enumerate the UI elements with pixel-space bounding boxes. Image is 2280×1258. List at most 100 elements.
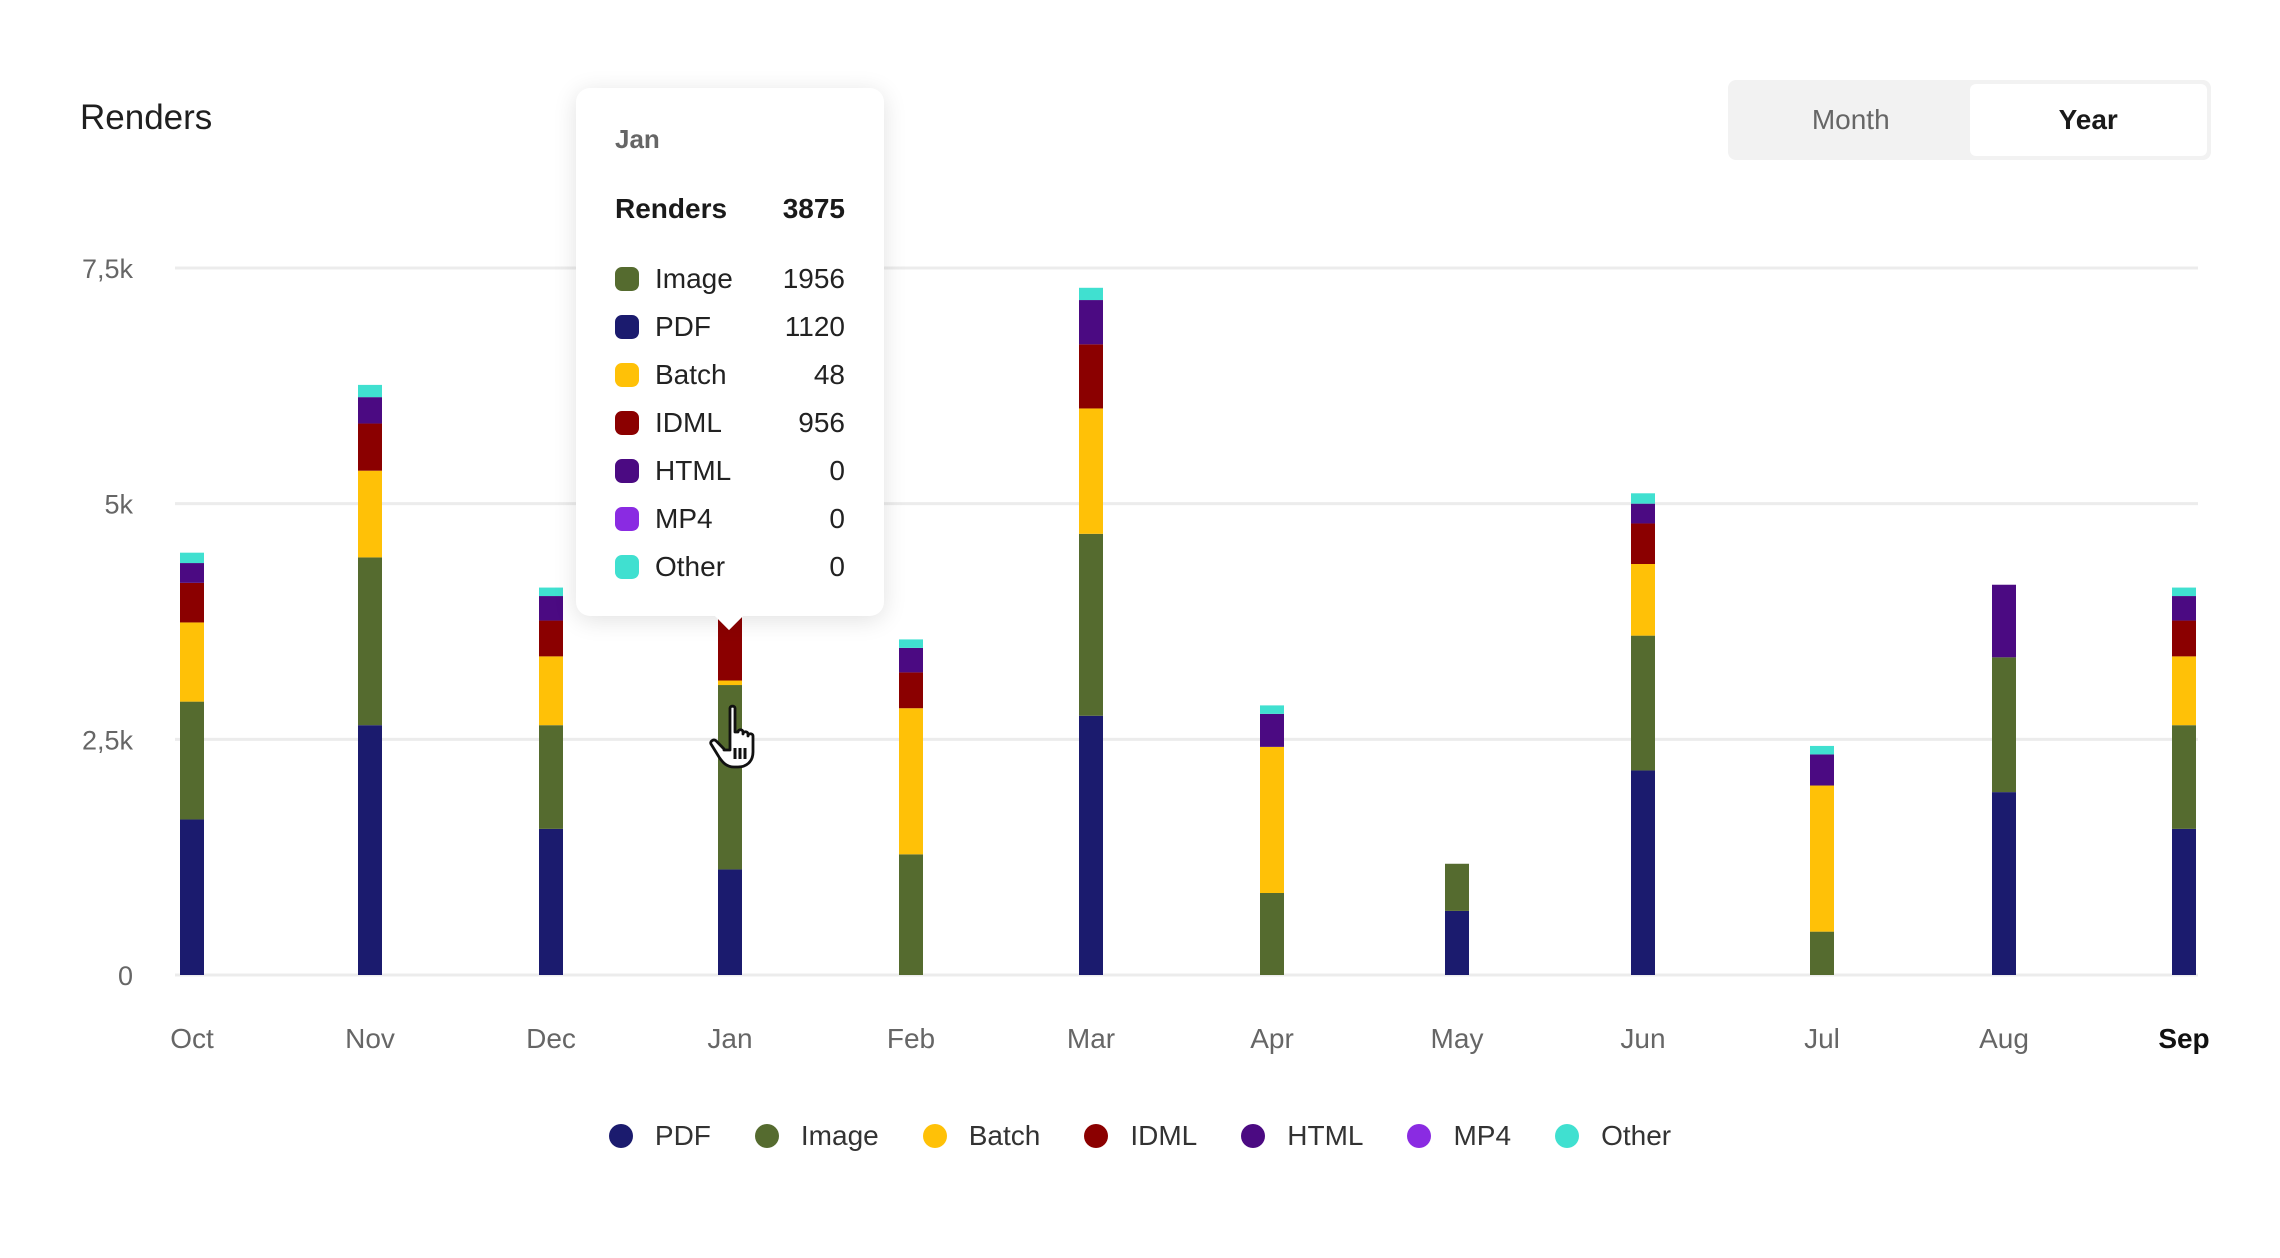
bar-segment-image-dec[interactable]	[539, 725, 563, 829]
tooltip-label-idml: IDML	[655, 407, 722, 438]
tooltip-swatch-image	[615, 267, 639, 291]
bar-stack-oct[interactable]	[180, 552, 204, 975]
bar-segment-idml-sep[interactable]	[2172, 620, 2196, 657]
bar-stack-jul[interactable]	[1810, 745, 1834, 975]
bar-segment-html-dec[interactable]	[539, 596, 563, 621]
bar-segment-batch-nov[interactable]	[358, 470, 382, 558]
legend-item-html[interactable]: HTML	[1241, 1120, 1363, 1152]
bar-segment-batch-feb[interactable]	[899, 708, 923, 855]
bar-segment-pdf-oct[interactable]	[180, 819, 204, 975]
bar-segment-html-feb[interactable]	[899, 647, 923, 673]
tooltip-swatch-html	[615, 459, 639, 483]
bar-segment-html-jul[interactable]	[1810, 754, 1834, 786]
tooltip-label-image: Image	[655, 263, 733, 294]
y-tick-label: 2,5k	[82, 725, 134, 755]
tooltip-label-mp4: MP4	[655, 503, 713, 534]
bar-segment-html-apr[interactable]	[1260, 713, 1284, 747]
bar-stack-jun[interactable]	[1631, 493, 1655, 975]
tooltip-label-html: HTML	[655, 455, 732, 486]
bar-segment-pdf-nov[interactable]	[358, 725, 382, 975]
bar-segment-other-nov[interactable]	[358, 384, 382, 398]
legend-item-batch[interactable]: Batch	[922, 1120, 1040, 1152]
bar-stack-nov[interactable]	[358, 384, 382, 975]
bar-segment-idml-nov[interactable]	[358, 423, 382, 471]
bar-segment-html-mar[interactable]	[1079, 300, 1103, 345]
bar-segment-batch-dec[interactable]	[539, 656, 563, 726]
bar-segment-other-apr[interactable]	[1260, 705, 1284, 714]
tooltip-row-pdf: PDF 1120	[615, 303, 845, 351]
bar-segment-html-oct[interactable]	[180, 563, 204, 583]
bar-segment-image-jul[interactable]	[1810, 931, 1834, 975]
bar-segment-image-may[interactable]	[1445, 863, 1469, 911]
bar-segment-idml-mar[interactable]	[1079, 344, 1103, 409]
bar-segment-other-oct[interactable]	[180, 552, 204, 564]
legend-item-mp4[interactable]: MP4	[1407, 1120, 1511, 1152]
bar-segment-image-apr[interactable]	[1260, 892, 1284, 975]
bar-segment-image-aug[interactable]	[1992, 657, 2016, 793]
tooltip-label-batch: Batch	[655, 359, 727, 390]
bar-segment-html-nov[interactable]	[358, 397, 382, 424]
bar-segment-html-sep[interactable]	[2172, 596, 2196, 621]
bar-segment-image-nov[interactable]	[358, 557, 382, 726]
bar-segment-batch-mar[interactable]	[1079, 408, 1103, 534]
bar-segment-batch-jan[interactable]	[718, 680, 742, 686]
bar-stack-mar[interactable]	[1079, 287, 1103, 975]
bar-segment-other-jun[interactable]	[1631, 493, 1655, 504]
bar-segment-idml-oct[interactable]	[180, 582, 204, 623]
legend-item-image[interactable]: Image	[754, 1120, 879, 1152]
bar-segment-pdf-sep[interactable]	[2172, 828, 2196, 975]
tooltip-total: Renders 3875	[615, 193, 845, 225]
bar-segment-pdf-mar[interactable]	[1079, 715, 1103, 975]
bar-stack-apr[interactable]	[1260, 705, 1284, 975]
bar-segment-other-feb[interactable]	[899, 639, 923, 648]
toggle-month[interactable]: Month	[1811, 104, 1890, 135]
legend-swatch-pdf	[608, 1124, 633, 1148]
tooltip-row-image: Image 1956	[615, 255, 845, 303]
y-tick-label: 5k	[104, 490, 133, 520]
bar-segment-image-feb[interactable]	[899, 854, 923, 975]
legend-item-pdf[interactable]: PDF	[608, 1120, 711, 1152]
toggle-year[interactable]: Year	[1969, 84, 2207, 156]
bar-segment-pdf-jan[interactable]	[718, 869, 742, 975]
bar-segment-batch-oct[interactable]	[180, 622, 204, 702]
bar-segment-image-jun[interactable]	[1631, 635, 1655, 771]
bar-segment-pdf-jun[interactable]	[1631, 770, 1655, 975]
tooltip-swatch-other	[615, 555, 639, 579]
hand-pointer-icon	[709, 704, 755, 769]
tooltip-row-batch: Batch 48	[615, 351, 845, 399]
bar-segment-other-mar[interactable]	[1079, 287, 1103, 301]
bar-segment-idml-feb[interactable]	[899, 672, 923, 709]
chart-legend: PDF Image Batch IDML HTML MP4 Other	[0, 1120, 2280, 1152]
bar-segment-batch-sep[interactable]	[2172, 656, 2196, 726]
bar-segment-other-dec[interactable]	[539, 587, 563, 597]
bar-segment-pdf-dec[interactable]	[539, 828, 563, 975]
bar-stack-sep[interactable]	[2172, 587, 2196, 975]
legend-item-idml[interactable]: IDML	[1084, 1120, 1197, 1152]
bar-segment-pdf-aug[interactable]	[1992, 792, 2016, 975]
bar-segment-html-jun[interactable]	[1631, 503, 1655, 524]
renders-bar-chart: 0 2,5k 5k 7,5k Oct Nov Dec Jan Feb Mar Apr May Jun Ju…	[82, 254, 2210, 1054]
bar-segment-image-mar[interactable]	[1079, 533, 1103, 716]
legend-label-pdf: PDF	[654, 1120, 711, 1151]
bar-segment-image-sep[interactable]	[2172, 725, 2196, 829]
bar-stack-feb[interactable]	[899, 639, 923, 975]
bar-segment-batch-apr[interactable]	[1260, 746, 1284, 893]
bar-segment-image-oct[interactable]	[180, 701, 204, 820]
legend-label-image: Image	[800, 1120, 879, 1151]
bar-segment-html-aug[interactable]	[1992, 584, 2016, 658]
x-tick-label: Nov	[345, 1023, 395, 1054]
bar-segment-idml-dec[interactable]	[539, 620, 563, 657]
tooltip-value-mp4: 0	[829, 503, 845, 534]
bar-segment-pdf-may[interactable]	[1445, 910, 1469, 975]
legend-item-other[interactable]: Other	[1555, 1120, 1671, 1152]
bar-segment-other-jul[interactable]	[1810, 745, 1834, 755]
bar-segment-idml-jun[interactable]	[1631, 523, 1655, 564]
bar-stack-jan[interactable]	[718, 590, 742, 975]
bar-stack-may[interactable]	[1445, 863, 1469, 975]
bar-stack-dec[interactable]	[539, 587, 563, 975]
bar-stack-aug[interactable]	[1992, 584, 2016, 975]
bar-segment-batch-jul[interactable]	[1810, 785, 1834, 932]
x-tick-label: May	[1431, 1023, 1484, 1054]
bar-segment-other-sep[interactable]	[2172, 587, 2196, 597]
bar-segment-batch-jun[interactable]	[1631, 563, 1655, 636]
